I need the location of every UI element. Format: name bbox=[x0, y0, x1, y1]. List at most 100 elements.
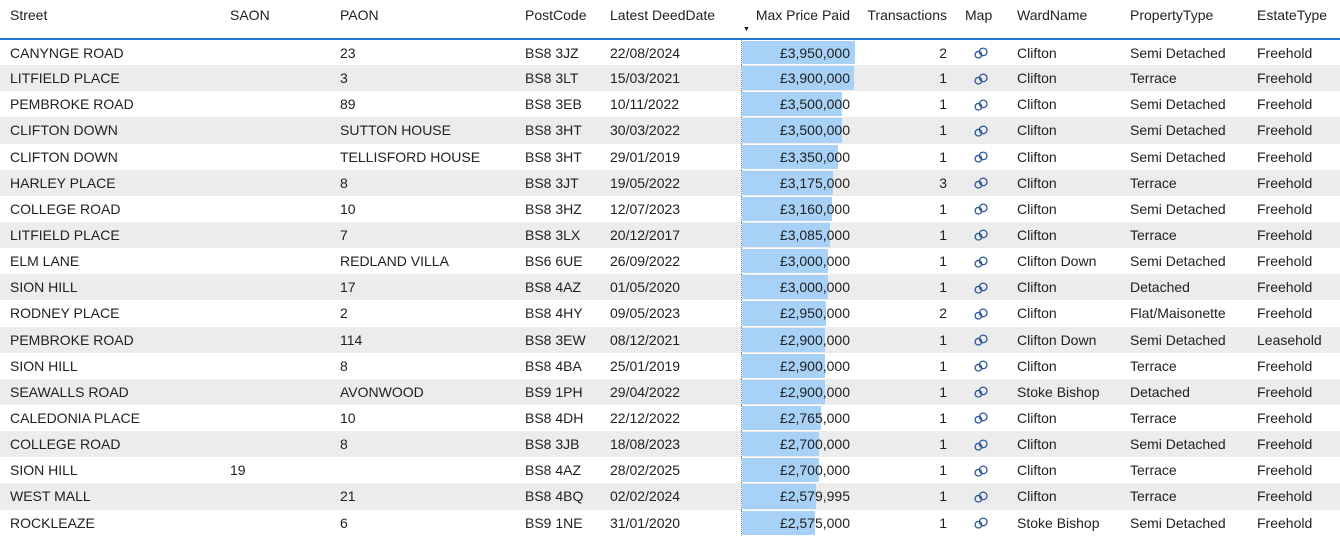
map-link[interactable] bbox=[973, 176, 989, 191]
column-header-deed_date[interactable]: Latest DeedDate bbox=[600, 0, 741, 40]
table-row: SION HILL 17 BS8 4AZ 01/05/2020 £3,000,000 1 C… bbox=[0, 274, 1340, 301]
table-row: PEMBROKE ROAD 89 BS8 3EB 10/11/2022 £3,500,0… bbox=[0, 91, 1340, 118]
table-row: LITFIELD PLACE 3 BS8 3LT 15/03/2021 £3,900,0… bbox=[0, 65, 1340, 92]
link-icon bbox=[974, 282, 988, 294]
cell-street: PEMBROKE ROAD bbox=[10, 331, 134, 348]
column-header-price[interactable]: Max Price Paid ▼ bbox=[741, 0, 855, 40]
cell-transactions: 1 bbox=[939, 462, 947, 479]
column-header-street[interactable]: Street bbox=[0, 0, 220, 40]
map-link[interactable] bbox=[973, 307, 989, 322]
cell-deed_date: 18/08/2023 bbox=[610, 436, 681, 453]
map-link[interactable] bbox=[973, 359, 989, 374]
cell-ward: Clifton bbox=[1017, 200, 1057, 217]
cell-postcode: BS8 3EW bbox=[525, 331, 586, 348]
map-link[interactable] bbox=[973, 516, 989, 531]
cell-street: CALEDONIA PLACE bbox=[10, 410, 140, 427]
column-header-label: PostCode bbox=[525, 7, 587, 23]
cell-ward: Clifton bbox=[1017, 227, 1057, 244]
map-link[interactable] bbox=[973, 255, 989, 270]
column-header-ward[interactable]: WardName bbox=[1007, 0, 1120, 40]
price-data-bar bbox=[742, 458, 820, 483]
cell-map bbox=[955, 65, 1007, 91]
link-icon bbox=[974, 412, 988, 425]
price-data-bar bbox=[742, 170, 833, 195]
cell-postcode: BS8 3LX bbox=[525, 227, 581, 244]
price-data-bar bbox=[742, 353, 825, 378]
cell-max-price-paid: £3,900,000 bbox=[740, 65, 855, 92]
cell-max-price-paid: £3,000,000 bbox=[740, 248, 855, 275]
cell-ward: Clifton bbox=[1017, 279, 1057, 296]
cell-max-price-paid: £2,700,000 bbox=[740, 431, 855, 458]
cell-estate_type: Freehold bbox=[1257, 174, 1313, 191]
cell-street: ELM LANE bbox=[10, 253, 80, 270]
cell-max-price-paid: £3,350,000 bbox=[740, 143, 855, 170]
column-header-estate_type[interactable]: EstateType bbox=[1247, 0, 1340, 40]
map-link[interactable] bbox=[973, 124, 989, 139]
table-row: CLIFTON DOWN TELLISFORD HOUSE BS8 3HT 29/01… bbox=[0, 143, 1340, 170]
link-icon bbox=[974, 151, 988, 163]
cell-postcode: BS8 3HT bbox=[525, 148, 582, 165]
table-row: SION HILL 8 BS8 4BA 25/01/2019 £2,900,000 1 Cl… bbox=[0, 352, 1340, 379]
cell-deed_date: 20/12/2017 bbox=[610, 227, 681, 244]
price-data-bar bbox=[742, 41, 855, 65]
column-header-paon[interactable]: PAON bbox=[330, 0, 515, 40]
map-link[interactable] bbox=[973, 464, 989, 479]
column-header-postcode[interactable]: PostCode bbox=[515, 0, 600, 40]
cell-map bbox=[955, 353, 1007, 379]
map-link[interactable] bbox=[973, 333, 989, 348]
cell-street: CLIFTON DOWN bbox=[10, 148, 118, 165]
cell-transactions: 1 bbox=[939, 436, 947, 453]
cell-estate_type: Freehold bbox=[1257, 70, 1313, 87]
cell-postcode: BS8 3HT bbox=[525, 122, 582, 139]
cell-ward: Clifton bbox=[1017, 148, 1057, 165]
cell-map bbox=[955, 117, 1007, 143]
column-header-transactions[interactable]: Transactions bbox=[855, 0, 955, 40]
link-icon bbox=[974, 517, 988, 529]
cell-property_type: Semi Detached bbox=[1130, 148, 1226, 165]
cell-deed_date: 10/11/2022 bbox=[610, 96, 680, 113]
cell-transactions: 1 bbox=[939, 357, 947, 374]
map-link[interactable] bbox=[973, 98, 989, 113]
map-link[interactable] bbox=[973, 490, 989, 505]
cell-postcode: BS8 4AZ bbox=[525, 279, 582, 296]
column-header-property_type[interactable]: PropertyType bbox=[1120, 0, 1247, 40]
map-link[interactable] bbox=[973, 72, 989, 87]
cell-saon bbox=[220, 196, 330, 222]
cell-map bbox=[955, 248, 1007, 274]
column-header-saon[interactable]: SAON bbox=[220, 0, 330, 40]
cell-deed_date: 22/08/2024 bbox=[610, 44, 681, 61]
link-icon bbox=[974, 491, 988, 503]
map-link[interactable] bbox=[973, 202, 989, 217]
cell-property_type: Terrace bbox=[1130, 462, 1177, 479]
map-link[interactable] bbox=[973, 385, 989, 400]
cell-property_type: Semi Detached bbox=[1130, 331, 1226, 348]
price-value: £2,579,995 bbox=[779, 488, 850, 505]
cell-deed_date: 01/05/2020 bbox=[610, 279, 681, 296]
map-link[interactable] bbox=[973, 438, 989, 453]
cell-postcode: BS8 3JT bbox=[525, 174, 579, 191]
cell-estate_type: Freehold bbox=[1257, 383, 1313, 400]
link-icon bbox=[974, 465, 988, 477]
price-data-bar bbox=[742, 405, 821, 431]
cell-deed_date: 08/12/2021 bbox=[610, 331, 681, 348]
cell-street: CLIFTON DOWN bbox=[10, 122, 118, 139]
cell-ward: Stoke Bishop bbox=[1017, 383, 1100, 400]
map-link[interactable] bbox=[973, 46, 989, 61]
table-row: COLLEGE ROAD 8 BS8 3JB 18/08/2023 £2,700,000… bbox=[0, 431, 1340, 458]
cell-property_type: Terrace bbox=[1130, 70, 1177, 87]
cell-transactions: 3 bbox=[939, 174, 947, 191]
cell-postcode: BS8 4AZ bbox=[525, 462, 582, 479]
column-header-map[interactable]: Map bbox=[955, 0, 1007, 40]
cell-saon bbox=[220, 431, 330, 457]
map-link[interactable] bbox=[973, 228, 989, 243]
cell-deed_date: 26/09/2022 bbox=[610, 253, 681, 270]
cell-saon bbox=[220, 405, 330, 431]
map-link[interactable] bbox=[973, 411, 989, 426]
map-link[interactable] bbox=[973, 150, 989, 165]
cell-postcode: BS8 3JB bbox=[525, 436, 580, 453]
link-icon bbox=[974, 177, 988, 189]
map-link[interactable] bbox=[973, 281, 989, 296]
price-data-bar bbox=[742, 249, 828, 274]
price-value: £2,575,000 bbox=[779, 514, 850, 531]
